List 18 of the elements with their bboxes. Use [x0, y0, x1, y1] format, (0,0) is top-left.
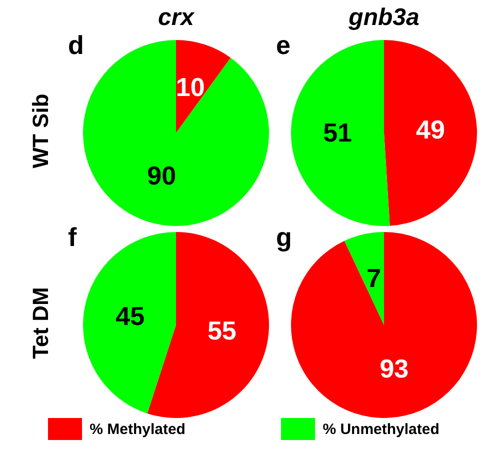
text: e — [276, 30, 290, 61]
text: WT Sib — [28, 92, 54, 170]
data-label: 45 — [116, 300, 145, 331]
text: d — [68, 30, 84, 61]
data-label: 49 — [416, 114, 445, 145]
data-label: 55 — [207, 315, 236, 346]
data-label: 10 — [176, 72, 205, 102]
text: Tet DM — [28, 286, 54, 361]
chart-title: crx — [158, 4, 194, 31]
legend-label: % Methylated — [90, 420, 186, 438]
chart-title: gnb3a — [348, 4, 420, 31]
data-label: 51 — [323, 118, 352, 148]
data-label: 90 — [147, 160, 176, 190]
text: g — [276, 222, 292, 253]
text: f — [68, 222, 77, 253]
data-label: 7 — [366, 262, 382, 293]
data-label: 93 — [380, 354, 409, 384]
legend-label: % Unmethylated — [322, 420, 440, 438]
